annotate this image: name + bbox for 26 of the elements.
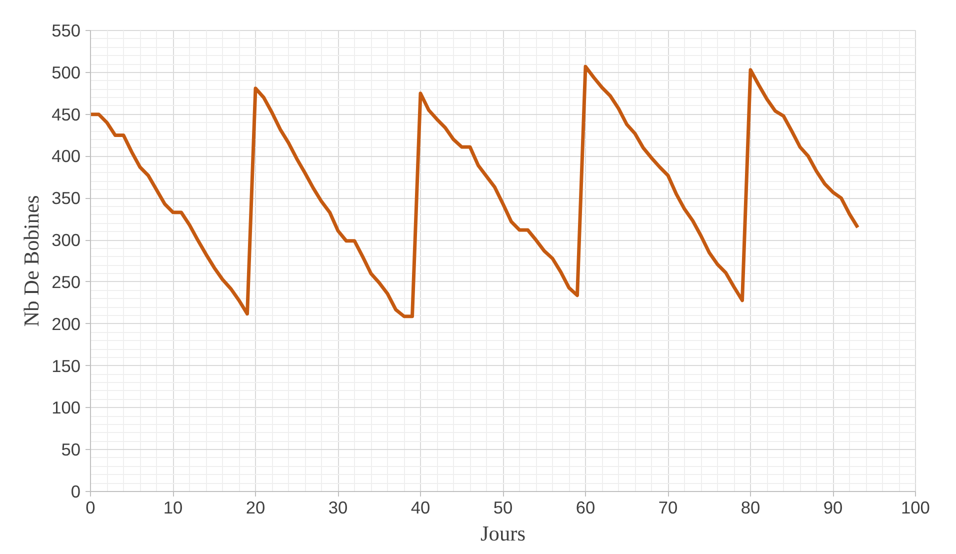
x-tick-label: 50 xyxy=(493,498,513,518)
x-tick-label: 70 xyxy=(658,498,678,518)
y-tick-label: 400 xyxy=(52,146,81,166)
x-tick-label: 40 xyxy=(410,498,430,518)
x-tick-label: 100 xyxy=(901,498,930,518)
y-tick-label: 300 xyxy=(52,230,81,250)
line-series xyxy=(90,64,860,318)
x-tick-label: 90 xyxy=(823,498,843,518)
x-tick-label: 30 xyxy=(328,498,348,518)
y-tick-label: 0 xyxy=(70,482,81,502)
x-tick-label: 60 xyxy=(576,498,596,518)
y-tick-label: 150 xyxy=(52,356,81,376)
x-tick-label: 0 xyxy=(86,498,96,518)
y-tick-label: 100 xyxy=(52,398,81,418)
x-axis-title: Jours xyxy=(480,522,526,546)
y-tick-label: 350 xyxy=(52,188,81,208)
x-tick-label: 80 xyxy=(740,498,760,518)
y-tick-label: 50 xyxy=(61,440,81,460)
y-tick-label: 200 xyxy=(52,314,81,334)
y-tick-label: 450 xyxy=(52,104,81,124)
y-tick-label: 250 xyxy=(52,272,81,292)
y-tick-label: 550 xyxy=(52,20,81,40)
x-tick-label: 20 xyxy=(246,498,266,518)
y-tick-label: 500 xyxy=(52,62,81,82)
x-tick-label: 10 xyxy=(163,498,183,518)
y-axis-title: Nb De Bobines xyxy=(20,195,44,327)
